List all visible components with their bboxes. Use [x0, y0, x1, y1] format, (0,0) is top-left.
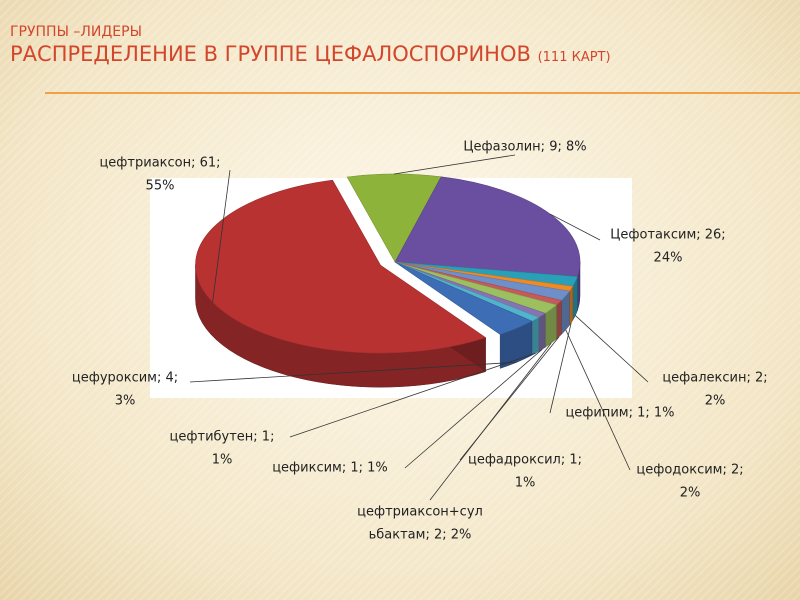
data-label: 1%: [212, 453, 233, 468]
data-label: цефтибутен; 1;: [170, 430, 275, 445]
data-label: 1%: [515, 476, 536, 491]
data-label: 2%: [705, 394, 726, 409]
slice-side: [556, 299, 562, 340]
leader-line: [404, 349, 543, 469]
data-label: 24%: [654, 251, 683, 266]
kicker: ГРУППЫ –ЛИДЕРЫ: [10, 24, 142, 40]
data-label: цефиксим; 1; 1%: [272, 461, 388, 476]
slice-side: [531, 316, 540, 356]
slice-side: [569, 285, 574, 326]
data-label: цефтриаксон+сул: [357, 505, 483, 520]
data-label: цефалексин; 2;: [662, 371, 767, 386]
data-label: ьбактам; 2; 2%: [369, 528, 472, 543]
title-note: (111 КАРТ): [537, 50, 611, 65]
data-label: цефуроксим; 4;: [72, 371, 178, 386]
leader-line: [549, 213, 601, 241]
slide-title: РАСПРЕДЕЛЕНИЕ В ГРУППЕ ЦЕФАЛОСПОРИНОВ (1…: [10, 42, 611, 66]
slice: [346, 173, 442, 263]
data-label: 55%: [146, 179, 175, 194]
title-rule: [45, 92, 800, 94]
leader-line: [429, 342, 552, 501]
leader-line: [289, 352, 536, 438]
data-label: Цефазолин; 9; 8%: [463, 140, 586, 155]
leader-line: [549, 322, 572, 414]
leader-line: [575, 315, 649, 383]
leader-line: [394, 154, 516, 175]
slice-side: [538, 312, 546, 352]
slice: [394, 261, 533, 335]
data-label: цефадроксил; 1;: [468, 453, 582, 468]
data-label: цефтриаксон; 61;: [99, 156, 220, 171]
data-label: цефипим; 1; 1%: [565, 406, 674, 421]
data-label: Цефотаксим; 26;: [610, 228, 725, 243]
slice: [394, 176, 581, 277]
data-label: 3%: [115, 394, 136, 409]
data-label: 2%: [680, 486, 701, 501]
leader-line: [189, 361, 517, 383]
data-label: цефодоксим; 2;: [636, 463, 743, 478]
leader-line: [212, 169, 231, 303]
title: РАСПРЕДЕЛЕНИЕ В ГРУППЕ ЦЕФАЛОСПОРИНОВ: [10, 42, 531, 66]
leader-line: [565, 329, 631, 471]
